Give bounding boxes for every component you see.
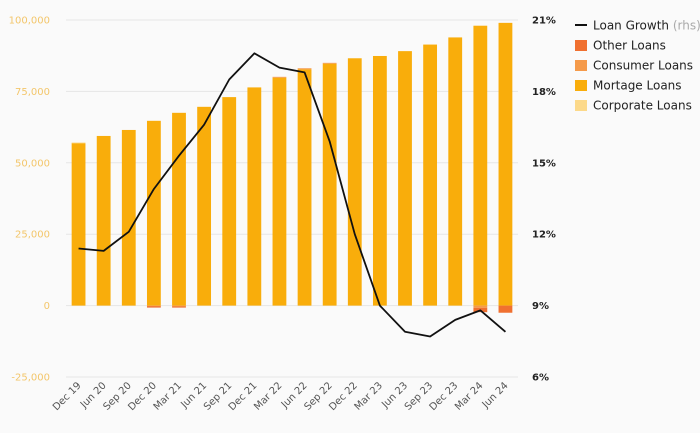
left-tick-label: 75,000 xyxy=(15,87,50,98)
bar-consumer-loans xyxy=(322,62,337,64)
bar-consumer-loans xyxy=(473,305,488,308)
x-tick-label: Mar 23 xyxy=(353,380,385,412)
x-tick-label: Mar 24 xyxy=(453,380,485,412)
bar-mortage-loans xyxy=(347,58,362,306)
legend: Loan Growth (rhs) Other Loans Consumer L… xyxy=(575,19,700,113)
right-axis: 6% 9% 12% 15% 18% 21% xyxy=(532,16,556,384)
legend-label-other-loans: Other Loans xyxy=(593,39,666,53)
legend-item-loan-growth: Loan Growth (rhs) xyxy=(575,19,700,33)
bar-mortage-loans xyxy=(272,77,287,306)
x-tick-label: Dec 19 xyxy=(51,380,84,413)
bar-mortage-loans xyxy=(197,106,212,306)
bar-other-loans xyxy=(498,305,513,313)
bar-other-loans xyxy=(172,306,186,308)
legend-swatch-consumer-loans xyxy=(575,60,587,71)
bar-mortage-loans xyxy=(222,97,237,306)
legend-item-mortage-loans: Mortage Loans xyxy=(575,79,682,93)
bar-mortage-loans xyxy=(146,120,161,306)
legend-swatch-other-loans xyxy=(575,40,587,51)
bar-mortage-loans xyxy=(297,69,312,306)
x-tick-label: Jun 24 xyxy=(480,380,511,411)
legend-swatch-corporate-loans xyxy=(575,100,587,111)
x-tick-label: Mar 21 xyxy=(152,380,184,412)
bar-mortage-loans xyxy=(247,87,262,306)
legend-label-loan-growth: Loan Growth xyxy=(593,19,669,33)
legend-label-corporate-loans: Corporate Loans xyxy=(593,99,692,113)
bar-mortage-loans xyxy=(172,112,186,306)
bar-mortage-loans xyxy=(372,55,387,306)
left-tick-label: 50,000 xyxy=(15,158,50,169)
legend-label-mortage-loans: Mortage Loans xyxy=(593,79,682,93)
bar-corporate-loans xyxy=(71,142,86,144)
bar-consumer-loans xyxy=(146,305,161,307)
bar-consumer-loans xyxy=(297,68,312,70)
bar-mortage-loans xyxy=(498,22,513,306)
right-tick-label: 18% xyxy=(532,87,556,98)
legend-label-consumer-loans: Consumer Loans xyxy=(593,59,693,73)
bar-mortage-loans xyxy=(121,129,136,306)
bar-mortage-loans xyxy=(322,63,337,306)
bar-mortage-loans xyxy=(423,44,438,306)
legend-item-other-loans: Other Loans xyxy=(575,39,666,53)
right-tick-label: 12% xyxy=(532,230,556,241)
bar-mortage-loans xyxy=(96,135,111,306)
right-tick-label: 9% xyxy=(532,301,549,312)
left-tick-label: -25,000 xyxy=(11,373,50,384)
legend-label-rhs: (rhs) xyxy=(669,19,700,33)
bar-mortage-loans xyxy=(448,37,463,306)
bar-consumer-loans xyxy=(272,76,287,78)
left-tick-label: 0 xyxy=(44,301,50,312)
right-tick-label: 15% xyxy=(532,158,556,169)
legend-item-consumer-loans: Consumer Loans xyxy=(575,59,693,73)
right-tick-label: 6% xyxy=(532,373,549,384)
bar-consumer-loans xyxy=(172,305,186,307)
right-tick-label: 21% xyxy=(532,16,556,27)
x-tick-label: Mar 22 xyxy=(252,380,284,412)
bar-mortage-loans xyxy=(473,25,488,306)
loan-growth-line xyxy=(78,52,507,338)
gridlines xyxy=(66,19,518,378)
bar-mortage-loans xyxy=(71,143,86,306)
loan-growth-polyline xyxy=(78,52,507,338)
bar-mortage-loans xyxy=(398,51,412,306)
legend-swatch-mortage-loans xyxy=(575,80,587,91)
bar-other-loans xyxy=(146,306,161,308)
left-tick-label: 100,000 xyxy=(9,16,50,27)
left-axis: -25,000 0 25,000 50,000 75,000 100,000 xyxy=(9,16,50,384)
left-tick-label: 25,000 xyxy=(15,230,50,241)
svg-text:Loan Growth (rhs): Loan Growth (rhs) xyxy=(593,19,700,33)
bar-series xyxy=(71,22,513,313)
legend-item-corporate-loans: Corporate Loans xyxy=(575,99,692,113)
